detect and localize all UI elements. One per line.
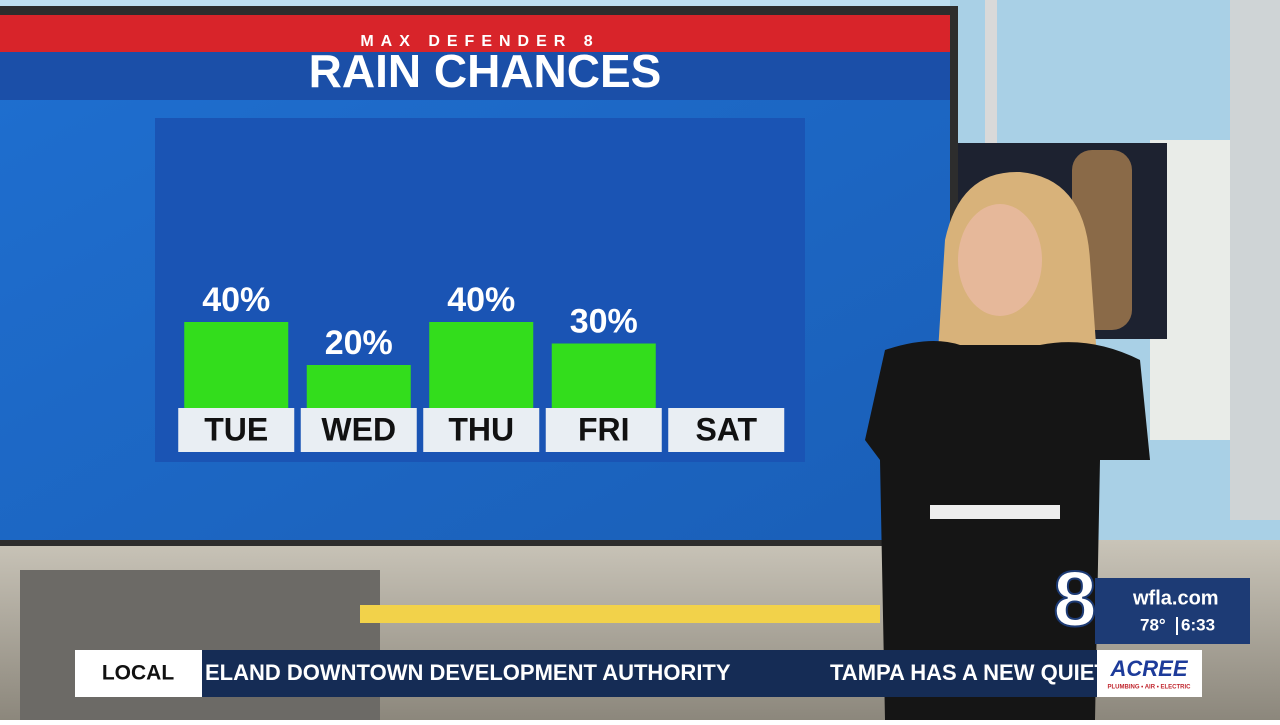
x-tick-label: SAT xyxy=(695,411,757,447)
value-label: 30% xyxy=(570,302,638,340)
desk-light xyxy=(360,605,880,623)
presenter-dress xyxy=(865,341,1150,720)
value-label: 40% xyxy=(447,281,515,319)
bar xyxy=(551,343,656,408)
category-box xyxy=(545,408,662,452)
section-label: LOCAL xyxy=(102,662,174,685)
sponsor-logo: ACREE xyxy=(1109,656,1188,681)
window-frame xyxy=(1230,0,1280,520)
chart-supertitle: MAX DEFENDER 8 xyxy=(360,33,599,50)
x-tick-label: TUE xyxy=(204,411,268,447)
time: 6:33 xyxy=(1181,615,1215,634)
chart-title: RAIN CHANCES xyxy=(309,45,662,97)
value-label: 40% xyxy=(202,281,270,319)
website: wfla.com xyxy=(1132,587,1219,609)
sponsor-box xyxy=(1097,650,1202,697)
category-box xyxy=(178,408,295,452)
desk xyxy=(20,570,380,720)
temperature: 78° xyxy=(1140,615,1166,634)
station-box xyxy=(1095,578,1250,644)
ticker-item: TAMPA HAS A NEW QUIET xyxy=(830,660,1108,685)
ticker-bar xyxy=(202,650,1097,697)
ticker-item: ELAND DOWNTOWN DEVELOPMENT AUTHORITY xyxy=(205,660,731,685)
section-box xyxy=(75,650,202,697)
title-band xyxy=(0,52,950,100)
title-stripe xyxy=(0,15,950,55)
category-box xyxy=(300,408,417,452)
x-tick-label: FRI xyxy=(578,411,630,447)
category-box xyxy=(423,408,540,452)
bar xyxy=(429,322,534,408)
station-logo: 8 xyxy=(1053,555,1096,643)
value-label: 20% xyxy=(325,324,393,362)
x-tick-label: WED xyxy=(321,411,396,447)
window-frame xyxy=(985,0,997,145)
category-box xyxy=(668,408,785,452)
bar xyxy=(306,365,411,408)
x-tick-label: THU xyxy=(448,411,514,447)
plot: 40% TUE 20% WED 40% THU 30% FRI SAT xyxy=(178,281,785,452)
presenter-belt xyxy=(930,505,1060,519)
separator xyxy=(1176,617,1178,635)
sponsor-tagline: PLUMBING • AIR • ELECTRIC xyxy=(1108,685,1192,691)
bar xyxy=(184,322,289,408)
presenter-face xyxy=(958,204,1042,316)
